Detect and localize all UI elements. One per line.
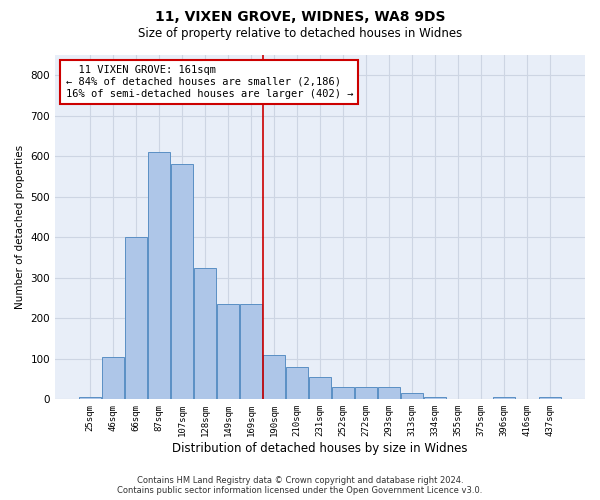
Text: 11, VIXEN GROVE, WIDNES, WA8 9DS: 11, VIXEN GROVE, WIDNES, WA8 9DS xyxy=(155,10,445,24)
Text: Size of property relative to detached houses in Widnes: Size of property relative to detached ho… xyxy=(138,28,462,40)
Bar xyxy=(286,367,308,400)
Bar xyxy=(401,394,423,400)
Bar xyxy=(539,398,561,400)
Bar xyxy=(148,152,170,400)
Bar xyxy=(355,387,377,400)
Bar xyxy=(102,357,124,400)
Bar xyxy=(309,377,331,400)
Text: Contains HM Land Registry data © Crown copyright and database right 2024.
Contai: Contains HM Land Registry data © Crown c… xyxy=(118,476,482,495)
X-axis label: Distribution of detached houses by size in Widnes: Distribution of detached houses by size … xyxy=(172,442,468,455)
Bar xyxy=(125,238,147,400)
Bar xyxy=(263,355,285,400)
Bar xyxy=(240,304,262,400)
Text: 11 VIXEN GROVE: 161sqm
← 84% of detached houses are smaller (2,186)
16% of semi-: 11 VIXEN GROVE: 161sqm ← 84% of detached… xyxy=(65,66,353,98)
Y-axis label: Number of detached properties: Number of detached properties xyxy=(15,145,25,309)
Bar xyxy=(424,398,446,400)
Bar xyxy=(493,398,515,400)
Bar xyxy=(217,304,239,400)
Bar xyxy=(332,387,354,400)
Bar xyxy=(378,387,400,400)
Bar xyxy=(171,164,193,400)
Bar xyxy=(194,268,216,400)
Bar xyxy=(79,398,101,400)
